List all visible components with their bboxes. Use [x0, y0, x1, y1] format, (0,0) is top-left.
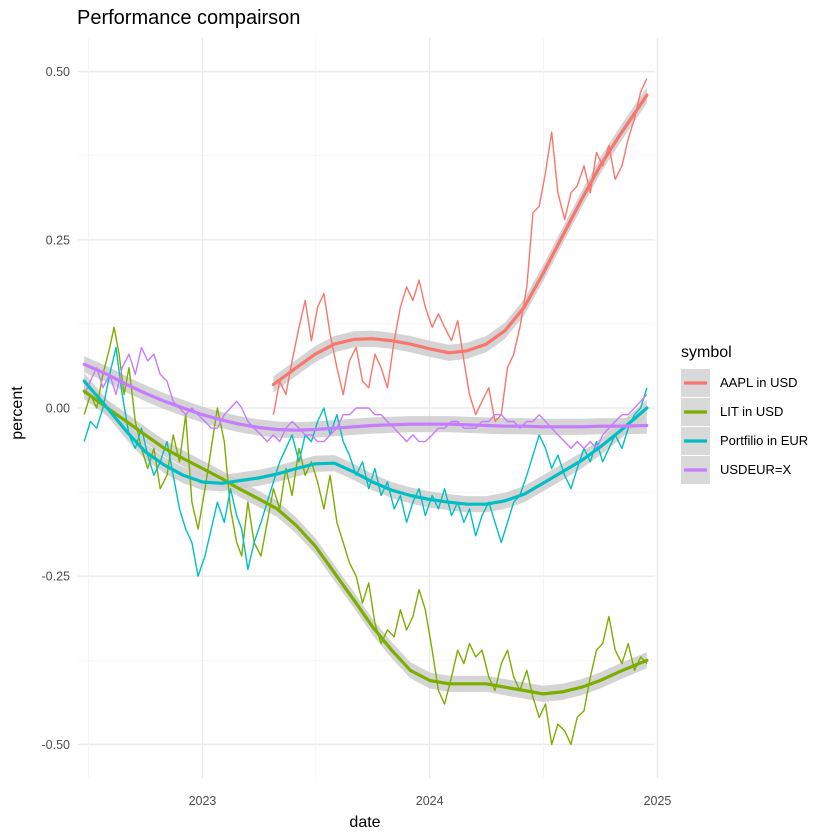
line-aapl-in-usd — [272, 78, 648, 423]
raw-series-lines — [83, 78, 648, 746]
legend-item-lit-in-usd: LIT in USD — [681, 398, 783, 426]
legend: symbol AAPL in USD LIT in USD Portfilio in… — [681, 344, 808, 484]
smooth-line-aapl-in-usd — [271, 93, 649, 387]
y-axis-title: percent — [9, 386, 26, 440]
confidence-bands — [84, 87, 647, 702]
smooth-line-lit-in-usd — [82, 389, 649, 696]
band-portfilio-in-eur — [84, 373, 647, 513]
legend-item-aapl-in-usd: AAPL in USD — [681, 369, 798, 397]
x-tick-label: 2023 — [189, 794, 217, 808]
legend-label: USDEUR=X — [720, 462, 791, 477]
band-usdeur-x — [84, 356, 647, 439]
band-aapl-in-usd — [273, 87, 647, 393]
smoothed-series-lines — [82, 93, 649, 696]
y-tick-label: 0.50 — [46, 65, 70, 79]
y-axis-ticks: 0.50 0.25 0.00 -0.25 -0.50 — [42, 65, 71, 752]
x-axis-ticks: 2023 2024 2025 — [189, 794, 672, 808]
legend-label: Portfilio in EUR — [720, 433, 808, 448]
legend-item-portfilio-in-eur: Portfilio in EUR — [681, 427, 808, 455]
y-tick-label: 0.00 — [46, 402, 70, 416]
line-portfilio-in-eur — [83, 346, 648, 577]
y-tick-label: -0.25 — [42, 570, 71, 584]
smooth-line-usdeur-x — [82, 362, 649, 432]
smooth-line-portfilio-in-eur — [82, 379, 649, 506]
chart-title: Performance compairson — [77, 7, 300, 29]
legend-label: LIT in USD — [720, 404, 783, 419]
x-axis-title: date — [349, 814, 380, 831]
legend-item-usdeur-x: USDEUR=X — [681, 456, 791, 484]
line-lit-in-usd — [83, 326, 648, 746]
legend-title: symbol — [681, 344, 732, 361]
x-tick-label: 2024 — [416, 794, 444, 808]
x-tick-label: 2025 — [644, 794, 672, 808]
y-tick-label: 0.25 — [46, 233, 70, 247]
legend-label: AAPL in USD — [720, 375, 798, 390]
y-tick-label: -0.50 — [42, 738, 71, 752]
